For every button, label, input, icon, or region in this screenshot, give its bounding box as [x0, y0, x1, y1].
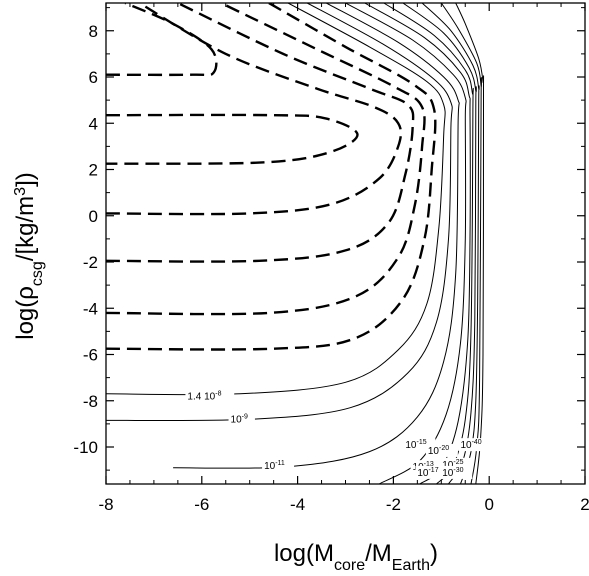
dashed-contour-4 [106, 3, 415, 263]
x-tick-label: -8 [98, 495, 113, 514]
tick-labels: -8 -6 -4 -2 0 2 -10 -8 -6 -4 -2 0 2 4 6 8 [73, 22, 589, 514]
y-tick-label: 0 [89, 207, 98, 226]
contour-label-1: 1.4 10-8 [187, 391, 221, 403]
solid-contour-10 [455, 3, 485, 484]
y-tick-label: -6 [83, 346, 98, 365]
solid-contour-1 [106, 3, 446, 396]
contour-label-8: 10-17 [417, 467, 438, 479]
x-tick-label: 0 [484, 495, 493, 514]
solid-contour-9 [440, 3, 482, 484]
solid-contour-2 [106, 3, 453, 422]
dashed-contour-2 [106, 113, 359, 165]
contour-label-bg [440, 465, 473, 479]
x-tick-label: -2 [386, 495, 401, 514]
solid-contour-3 [173, 3, 460, 469]
contour-labels: 1.4 10-810-910-1110-1510-2010-4010-1310-… [185, 389, 491, 479]
contour-label-10: 10-30 [442, 467, 463, 479]
solid-contour-5 [364, 3, 471, 484]
contour-label-5: 10-20 [428, 445, 449, 457]
y-tick-label: 6 [89, 68, 98, 87]
solid-contour-8 [421, 3, 480, 484]
axis-ticks [105, 3, 586, 484]
contour-label-3: 10-11 [264, 460, 285, 472]
contour-label-bg [228, 412, 255, 426]
dashed-contour-3 [106, 3, 403, 216]
contour-lines [106, 3, 485, 484]
y-tick-label: -2 [83, 253, 98, 272]
x-tick-label: -4 [290, 495, 305, 514]
x-tick-label: 2 [580, 495, 589, 514]
y-tick-label: -4 [83, 299, 98, 318]
contour-label-6: 10-40 [460, 439, 481, 451]
x-tick-label: -6 [194, 495, 209, 514]
contour-label-2: 10-9 [231, 414, 248, 426]
solid-contour-4 [345, 3, 467, 484]
contour-label-4: 10-15 [405, 439, 426, 451]
y-tick-label: 8 [89, 22, 98, 41]
contour-label-bg [262, 458, 295, 472]
dashed-contour-5 [106, 3, 426, 316]
contour-label-bg [415, 465, 448, 479]
contour-label-bg [458, 438, 491, 452]
y-tick-label: 2 [89, 161, 98, 180]
y-tick-label: 4 [89, 114, 98, 133]
contour-label-bg [425, 443, 458, 457]
contour-label-9: 10-25 [442, 459, 463, 471]
x-axis-title: log(Mcore/MEarth) [274, 540, 438, 574]
y-tick-label: -10 [73, 438, 98, 457]
y-tick-label: -8 [83, 392, 98, 411]
y-axis-title: log(ρcsg/[kg/m3]) [12, 172, 46, 340]
contour-label-bg [185, 389, 235, 403]
dashed-contour-6 [106, 3, 437, 351]
